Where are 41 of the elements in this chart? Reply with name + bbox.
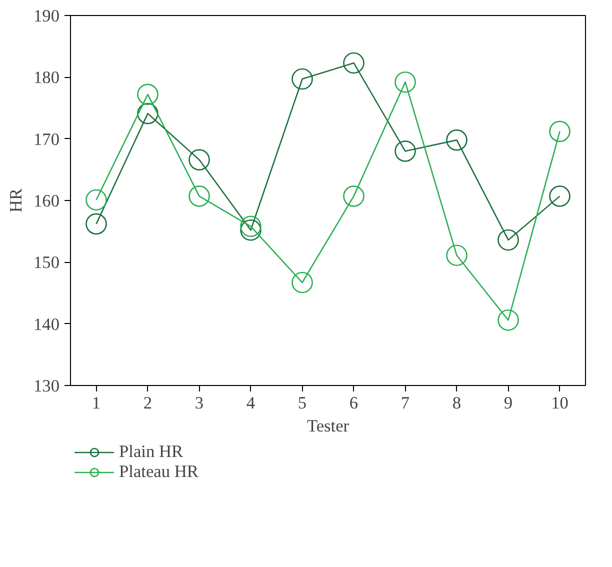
x-tick-label: 4 [246,394,256,412]
y-tick-label: 150 [34,253,60,272]
point [188,149,210,170]
point [446,129,468,151]
y-tick-label: 140 [34,314,60,334]
x-tick-label: 7 [400,394,410,412]
point [137,102,158,124]
point [549,186,570,207]
x-tick-label: 3 [194,394,204,412]
y-tick-label: 180 [34,68,60,88]
legend-label: Plain HR [119,442,184,462]
point [240,219,262,241]
point [343,186,364,207]
point [86,189,107,211]
x-tick-label: 2 [143,394,152,412]
y-axis-title: HR [6,188,26,213]
point [86,213,107,235]
point [549,120,570,142]
point [137,84,158,106]
point [446,244,468,266]
x-tick-label: 9 [504,394,513,412]
point [343,52,364,74]
point [394,71,416,93]
point [292,68,313,90]
x-tick-label: 6 [349,394,358,412]
y-tick-label: 130 [34,376,60,396]
legend-label: Plateau HR [119,462,198,482]
point [498,229,519,251]
point [498,310,519,331]
x-tick-label: 10 [551,394,568,412]
x-tick-label: 1 [92,394,101,412]
y-tick-label: 160 [34,192,60,210]
x-axis-title: Tester [306,416,350,436]
point [394,140,416,162]
x-tick-label: 5 [298,394,307,412]
x-tick-label: 8 [452,394,462,412]
y-tick-label: 170 [34,130,60,149]
point [240,216,262,238]
point [188,186,210,207]
point [292,272,313,294]
y-tick-label: 190 [34,6,60,26]
